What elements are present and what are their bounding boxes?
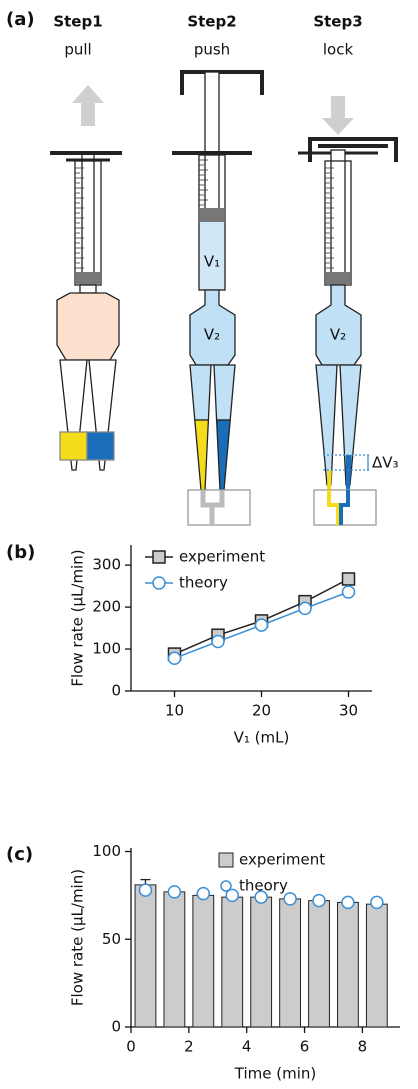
step-action: lock (323, 41, 354, 59)
x-tick-label: 10 (165, 702, 184, 720)
bar (251, 897, 272, 1027)
plunger-rod (82, 153, 94, 273)
x-tick-label: 20 (252, 702, 271, 720)
y-axis-label: Flow rate (μL/min) (69, 869, 87, 1006)
figure: (a) (b) (c) Step1 pull Step2 push Step3 … (0, 0, 418, 1089)
y-tick-label: 0 (111, 682, 121, 700)
bar (338, 902, 359, 1027)
bar (366, 904, 387, 1027)
marker (343, 586, 355, 598)
step-title: Step1 (53, 13, 102, 31)
tip (316, 365, 337, 485)
tip (214, 365, 235, 420)
x-axis-label: Time (min) (234, 1065, 316, 1083)
x-tick-label: 4 (242, 1038, 252, 1056)
y-tick-label: 0 (111, 1018, 121, 1036)
panel-a (50, 72, 396, 525)
connector (80, 285, 96, 293)
x-tick-label: 30 (339, 702, 358, 720)
marker (168, 886, 180, 898)
tip-yellow (195, 420, 209, 490)
x-tick-label: 6 (300, 1038, 310, 1056)
tip (190, 365, 211, 420)
bar (135, 885, 156, 1027)
legend-swatch (219, 853, 233, 867)
legend-label: theory (179, 574, 228, 592)
step-action: pull (64, 41, 91, 59)
marker (169, 652, 181, 664)
plunger-rod (205, 72, 219, 212)
marker (153, 551, 165, 563)
x-axis-label: V₁ (mL) (234, 729, 290, 747)
bracket (182, 72, 262, 95)
volume-label: V₂ (330, 326, 346, 344)
step-title: Step2 (187, 13, 236, 31)
volume-label: V₁ (204, 253, 220, 271)
marker (371, 896, 383, 908)
marker (342, 896, 354, 908)
y-tick-label: 200 (92, 598, 121, 616)
plunger (76, 272, 100, 285)
x-tick-label: 0 (126, 1038, 136, 1056)
arrow-down (322, 96, 354, 135)
arrow-up (72, 85, 104, 126)
x-tick-label: 8 (358, 1038, 368, 1056)
marker (284, 893, 296, 905)
bar (309, 901, 330, 1027)
bar (222, 897, 243, 1027)
y-tick-label: 100 (92, 640, 121, 658)
chip (314, 490, 376, 525)
y-tick-label: 50 (102, 930, 121, 948)
reservoir-blue (87, 432, 114, 460)
panel-label: (a) (6, 9, 35, 30)
marker (256, 619, 268, 631)
step-title: Step3 (313, 13, 362, 31)
legend-label: theory (239, 877, 288, 895)
marker (221, 881, 231, 891)
x-tick-label: 2 (184, 1038, 194, 1056)
body (57, 293, 119, 360)
panel-label: (b) (6, 542, 35, 563)
bar (280, 899, 301, 1027)
legend-label: experiment (179, 548, 265, 566)
reservoir-yellow (60, 432, 87, 460)
plunger-rod (331, 150, 345, 274)
volume-label: ΔV₃ (372, 454, 399, 472)
y-tick-label: 100 (92, 842, 121, 860)
tip-yellow (327, 470, 332, 490)
marker (212, 635, 224, 647)
volume-label: V₂ (204, 326, 220, 344)
step-action: push (194, 41, 230, 59)
plunger (326, 272, 350, 285)
marker (139, 884, 151, 896)
y-axis-label: Flow rate (μL/min) (69, 549, 87, 686)
panel-label: (c) (6, 844, 33, 865)
marker (153, 577, 165, 589)
bar (193, 895, 214, 1027)
tip-blue (217, 420, 231, 490)
marker (299, 602, 311, 614)
legend-label: experiment (239, 851, 325, 869)
y-tick-label: 300 (92, 556, 121, 574)
marker (343, 573, 355, 585)
bar (164, 892, 185, 1027)
bracket (310, 139, 396, 162)
marker (313, 895, 325, 907)
marker (197, 888, 209, 900)
plunger (200, 208, 224, 222)
tip-blue (346, 455, 352, 490)
